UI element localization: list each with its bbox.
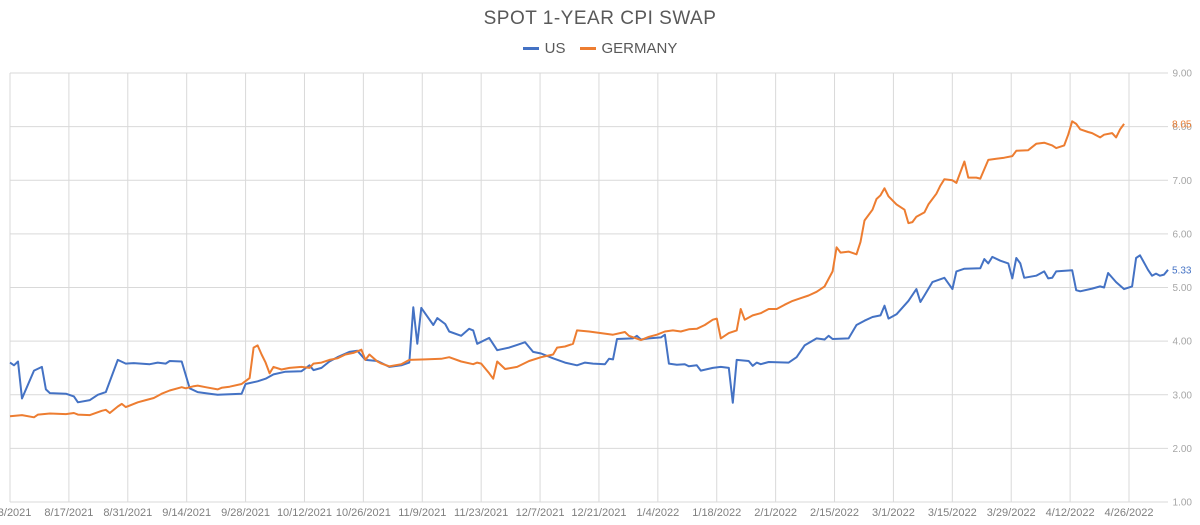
legend-swatch-germany [579,47,596,50]
x-tick-label: 2/15/2022 [810,507,859,519]
x-tick-label: 11/9/2021 [398,507,446,519]
series-line-germany [9,120,1125,419]
legend-label-germany: GERMANY [601,40,678,57]
legend-label-us: US [544,40,566,57]
x-tick-label: 11/23/2021 [454,507,508,519]
chart-title: SPOT 1-YEAR CPI SWAP [483,8,717,29]
y-tick-label: 2.00 [1173,444,1193,455]
y-tick-label: 1.00 [1173,498,1193,509]
x-tick-label: 1/18/2022 [692,507,741,519]
x-tick-label: 4/26/2022 [1105,507,1154,519]
end-label-germany: 8.05 [1172,119,1192,130]
x-tick-label: 8/3/2021 [0,507,31,519]
y-tick-label: 7.00 [1173,176,1193,187]
chart-legend: US GERMANY [0,40,1200,57]
x-tick-label: 9/28/2021 [221,507,270,519]
y-tick-label: 8.00 [1173,122,1193,133]
y-tick-label: 6.00 [1173,229,1193,240]
legend-item-us: US [522,40,566,57]
legend-swatch-us [522,47,539,50]
y-tick-label: 3.00 [1173,390,1193,401]
x-tick-label: 12/7/2021 [516,507,565,519]
y-tick-label: 9.00 [1173,69,1193,80]
y-tick-label: 5.00 [1173,283,1193,294]
y-tick-label: 4.00 [1173,337,1193,348]
x-tick-label: 9/14/2021 [162,507,211,519]
x-tick-label: 2/1/2022 [754,507,797,519]
x-tick-label: 1/4/2022 [636,507,679,519]
series-line-us [9,254,1169,404]
legend-item-germany: GERMANY [579,40,678,57]
x-tick-label: 3/29/2022 [987,507,1036,519]
x-tick-label: 12/21/2021 [571,507,626,519]
x-tick-label: 8/17/2021 [44,507,93,519]
x-tick-label: 3/15/2022 [928,507,977,519]
x-tick-label: 4/12/2022 [1046,507,1095,519]
x-tick-label: 3/1/2022 [872,507,915,519]
x-tick-label: 10/26/2021 [336,507,391,519]
x-tick-label: 10/12/2021 [277,507,332,519]
x-tick-label: 8/31/2021 [103,507,152,519]
end-label-us: 5.33 [1172,265,1192,276]
